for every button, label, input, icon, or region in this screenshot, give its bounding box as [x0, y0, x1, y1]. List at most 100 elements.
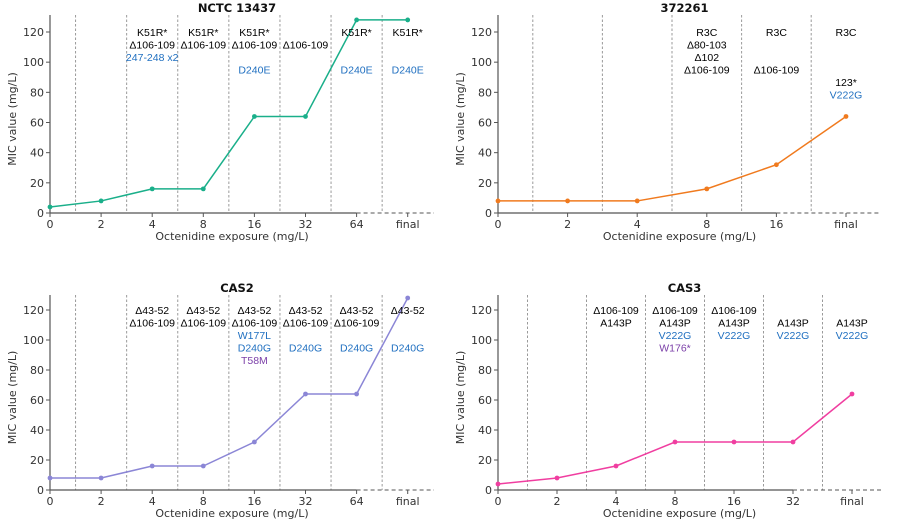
y-tick-label: 120	[471, 304, 492, 317]
mutation-annotation: D240G	[391, 343, 424, 355]
x-tick-label: final	[396, 218, 420, 231]
mutation-annotation: T58M	[241, 355, 268, 367]
mutation-annotation: W177L	[238, 330, 271, 342]
mutation-annotation: Δ106-109	[283, 40, 329, 52]
mutation-annotation: Δ106-109	[181, 318, 227, 330]
mutation-annotation: R3C	[835, 27, 856, 39]
y-tick-label: 20	[478, 177, 492, 190]
data-point	[149, 463, 155, 469]
mutation-annotation: Δ43-52	[135, 305, 169, 317]
mutation-annotation: V222G	[718, 330, 751, 342]
mutation-annotation: K51R*	[341, 27, 371, 39]
mutation-annotation: Δ106-109	[684, 65, 730, 77]
mutation-annotation: Δ106-109	[129, 40, 175, 52]
mutation-annotation: V222G	[836, 330, 869, 342]
mutation-annotation: Δ43-52	[237, 305, 271, 317]
x-tick-label: 0	[47, 495, 54, 508]
data-point	[731, 439, 737, 445]
x-tick-label: 2	[554, 495, 561, 508]
mutation-annotation: Δ43-52	[340, 305, 374, 317]
x-axis-label: Octenidine exposure (mg/L)	[603, 230, 756, 243]
x-tick-label: 2	[98, 218, 105, 231]
data-point	[565, 198, 570, 204]
data-point	[303, 114, 308, 119]
data-point	[849, 391, 855, 397]
mutation-annotation: R3C	[696, 27, 717, 39]
mutation-annotation: K51R*	[239, 27, 269, 39]
mutation-annotation: Δ102	[695, 52, 720, 64]
mutation-annotation: A143P	[836, 318, 868, 330]
y-tick-label: 100	[23, 334, 44, 347]
x-tick-label: 32	[786, 495, 800, 508]
panel-nctc-13437: NCTC 13437 0 20 40 60 80 100 120 0 2 4 8 16 32 64 final…	[6, 1, 434, 243]
mutation-annotation: K51R*	[188, 27, 218, 39]
mutation-annotation: Δ43-52	[289, 305, 323, 317]
data-line	[498, 115, 847, 202]
y-tick-label: 20	[478, 454, 492, 467]
data-point	[98, 475, 104, 481]
data-point	[613, 463, 619, 469]
data-point	[200, 186, 206, 192]
mutation-annotation: V222G	[777, 330, 810, 342]
y-tick-label: 0	[485, 484, 492, 497]
y-tick-label: 80	[478, 364, 492, 377]
x-tick-label: 4	[613, 495, 620, 508]
y-tick-label: 40	[478, 424, 492, 437]
mutation-annotation: V222G	[659, 330, 692, 342]
mutation-annotation: V222G	[830, 90, 863, 102]
mutation-annotation: R3C	[766, 27, 787, 39]
mutation-annotation: Δ106-109	[334, 318, 380, 330]
mutation-annotation: Δ106-109	[283, 318, 329, 330]
y-tick-label: 60	[30, 117, 44, 130]
y-tick-label: 120	[23, 304, 44, 317]
x-tick-label: 0	[47, 218, 54, 231]
y-axis-label: MIC value (mg/L)	[454, 351, 467, 445]
x-tick-label: 8	[200, 218, 207, 231]
data-point	[303, 391, 308, 397]
data-point	[672, 439, 678, 445]
data-point	[554, 475, 560, 481]
mutation-annotation: A143P	[659, 318, 691, 330]
mutation-annotation: W176*	[659, 343, 691, 355]
mutation-annotation: Δ106-109	[652, 305, 698, 317]
panel-cas3: CAS3 0 20 40 60 80 100 120 0 2 4 8 16 32 final Octenidi…	[454, 281, 881, 520]
x-tick-label: final	[396, 495, 420, 508]
chart-title: NCTC 13437	[198, 1, 276, 15]
mutation-annotation: Δ106-109	[129, 318, 175, 330]
data-point	[405, 295, 411, 301]
chart-title: CAS2	[220, 281, 254, 295]
x-tick-label: 16	[727, 495, 741, 508]
x-tick-label: 0	[495, 218, 502, 231]
panel-cas2: CAS2 0 20 40 60 80 100 120 0 2 4 8 16 32 64 final Octeni…	[6, 281, 434, 520]
data-point	[790, 439, 796, 445]
mutation-annotation: K51R*	[393, 27, 423, 39]
y-tick-label: 80	[30, 86, 44, 99]
mutation-annotation: K51R*	[137, 27, 167, 39]
mutation-annotation: Δ43-52	[391, 305, 425, 317]
y-tick-label: 40	[30, 147, 44, 160]
mutation-annotation: A143P	[718, 318, 750, 330]
y-axis-label: MIC value (mg/L)	[6, 351, 19, 445]
y-tick-label: 40	[478, 147, 492, 160]
x-axis-label: Octenidine exposure (mg/L)	[603, 507, 756, 520]
mutation-annotation: D240E	[392, 65, 424, 77]
mutation-annotation: D240G	[238, 343, 271, 355]
data-point	[98, 198, 104, 204]
data-point	[149, 186, 155, 192]
x-tick-label: 16	[247, 218, 261, 231]
x-tick-label: 32	[299, 495, 313, 508]
y-tick-label: 0	[37, 484, 44, 497]
mutation-annotation: Δ43-52	[186, 305, 220, 317]
x-tick-label: final	[840, 495, 864, 508]
data-point	[774, 162, 779, 168]
mutation-annotation: D240G	[289, 343, 322, 355]
y-tick-label: 20	[30, 454, 44, 467]
data-point	[354, 391, 359, 397]
mutation-annotation: Δ106-109	[593, 305, 639, 317]
y-tick-label: 60	[478, 394, 492, 407]
mutation-annotation: A143P	[777, 318, 809, 330]
mutation-annotation: D240E	[238, 65, 270, 77]
y-tick-label: 60	[30, 394, 44, 407]
x-tick-label: 4	[634, 218, 641, 231]
